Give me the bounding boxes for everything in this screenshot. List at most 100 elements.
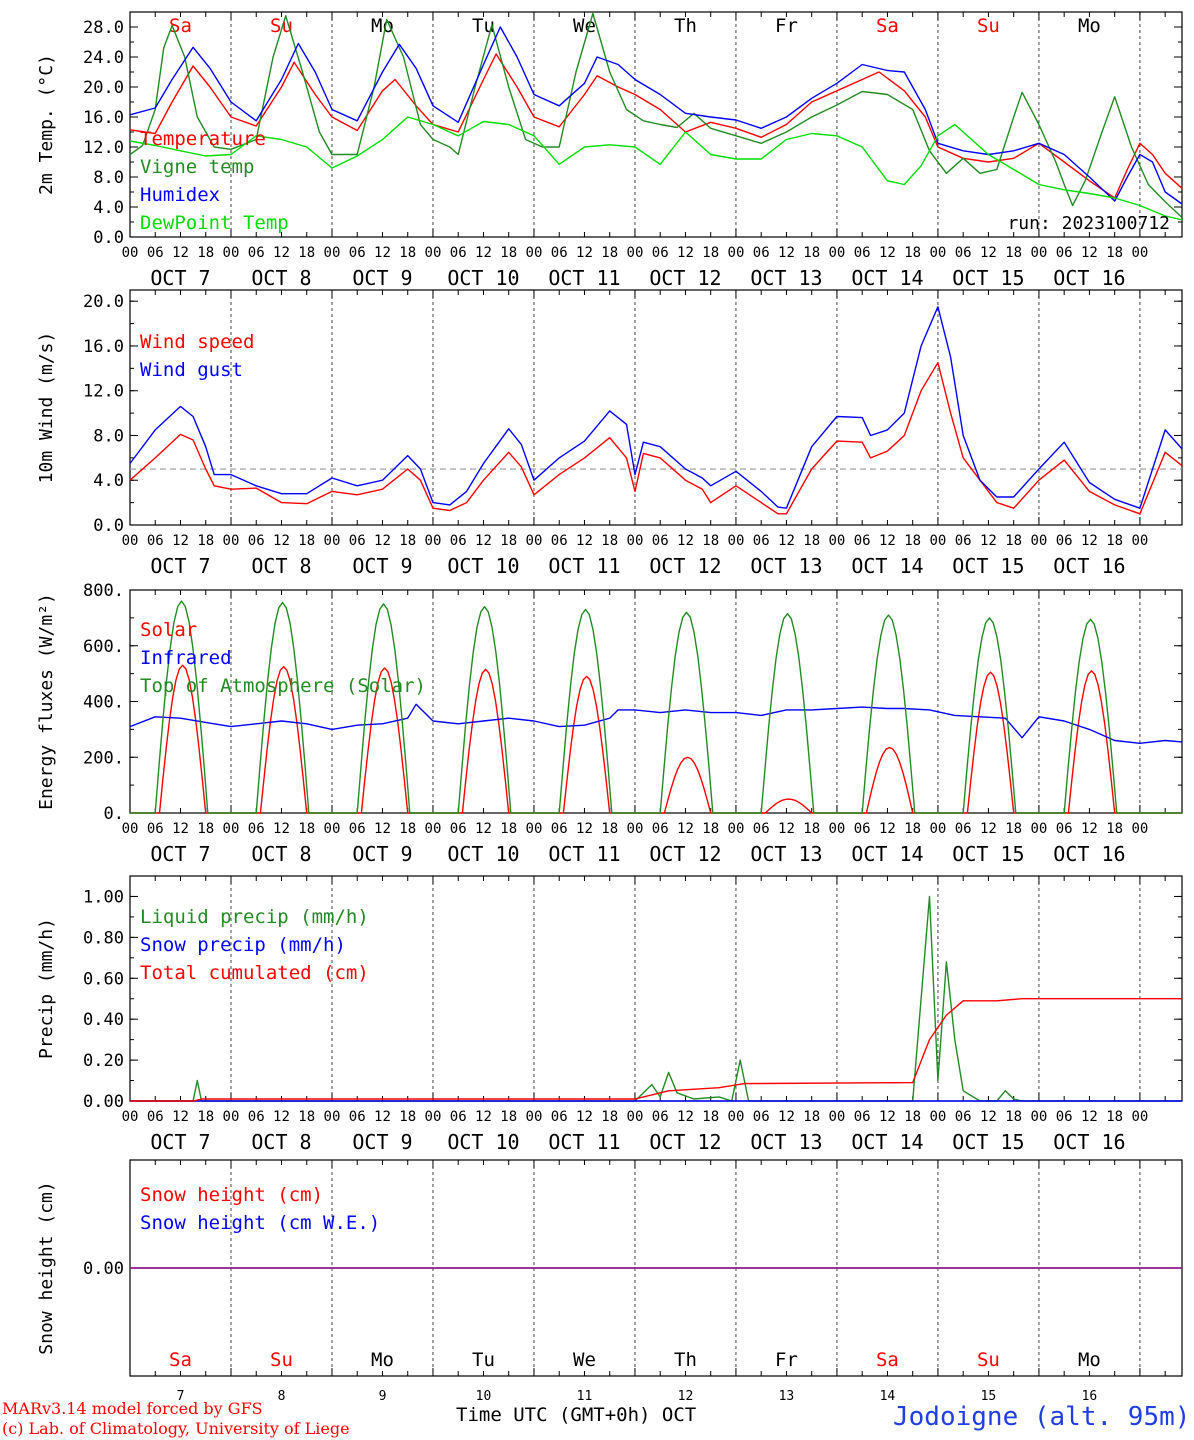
date-label: OCT 11 xyxy=(548,1130,620,1154)
hour-tick-label: 18 xyxy=(1005,821,1022,837)
date-label: OCT 8 xyxy=(251,1130,311,1154)
hour-tick-label: 18 xyxy=(1106,245,1123,261)
series-line-wind-speed xyxy=(129,362,1183,515)
hour-tick-label: 06 xyxy=(652,245,669,261)
date-label: OCT 9 xyxy=(352,842,412,866)
date-label: OCT 8 xyxy=(251,266,311,290)
series-line-humidex xyxy=(129,26,1183,205)
hour-tick-label: 18 xyxy=(803,821,820,837)
hour-tick-label: 00 xyxy=(728,245,745,261)
hour-tick-label: 18 xyxy=(500,1109,517,1125)
hour-tick-label: 18 xyxy=(1106,1109,1123,1125)
date-label: OCT 12 xyxy=(649,1130,721,1154)
hour-tick-label: 18 xyxy=(197,821,214,837)
hour-tick-label: 00 xyxy=(728,821,745,837)
y-tick-label: 0.40 xyxy=(83,1010,124,1030)
hour-tick-label: 18 xyxy=(904,533,921,549)
date-label: OCT 7 xyxy=(150,1130,210,1154)
date-label: OCT 10 xyxy=(447,266,519,290)
hour-tick-label: 18 xyxy=(702,1109,719,1125)
hour-tick-label: 18 xyxy=(601,821,618,837)
hour-tick-label: 00 xyxy=(1131,533,1148,549)
panel-snow: 0.00 Snow height (cm) Sa Su Mo Tu We Th Fr Sa Su Mo… xyxy=(36,1159,1183,1404)
date-label: OCT 8 xyxy=(251,842,311,866)
hour-tick-label: 12 xyxy=(778,245,795,261)
day-name-label: Fr xyxy=(775,15,798,37)
y-tick-label: 400. xyxy=(83,693,124,713)
run-label: run: 2023100712 xyxy=(1007,213,1170,234)
hour-tick-label: 12 xyxy=(879,821,896,837)
panel-precip: 0.00 0.20 0.40 0.60 0.80 1.00 Precip (mm/h) 00 0… xyxy=(36,875,1183,1154)
plot-frame xyxy=(129,589,1183,814)
day-number-label: 9 xyxy=(379,1389,387,1404)
legend-entry: Top of Atmosphere (Solar) xyxy=(140,675,426,697)
hour-tick-label: 18 xyxy=(1106,533,1123,549)
hour-tick-label: 18 xyxy=(500,533,517,549)
legend-entry: Infrared xyxy=(140,647,232,669)
day-number-label: 7 xyxy=(177,1389,185,1404)
legend-entry: Snow height (cm W.E.) xyxy=(140,1212,380,1234)
hour-tick-label: 00 xyxy=(930,821,947,837)
hour-tick-label: 18 xyxy=(399,245,416,261)
day-name-label: Mo xyxy=(371,15,394,37)
hour-tick-label: 12 xyxy=(273,533,290,549)
date-label: OCT 16 xyxy=(1053,842,1125,866)
hour-tick-label: 00 xyxy=(1030,821,1047,837)
date-label: OCT 16 xyxy=(1053,266,1125,290)
date-label: OCT 14 xyxy=(851,1130,923,1154)
date-label: OCT 7 xyxy=(150,842,210,866)
hour-tick-label: 06 xyxy=(248,1109,265,1125)
series-line-temperature xyxy=(129,53,1183,199)
hour-tick-label: 00 xyxy=(930,245,947,261)
date-label: OCT 14 xyxy=(851,842,923,866)
date-label: OCT 10 xyxy=(447,1130,519,1154)
hour-tick-label: 06 xyxy=(854,533,871,549)
hour-tick-label: 00 xyxy=(1030,245,1047,261)
y-axis-label: Snow height (cm) xyxy=(36,1181,57,1354)
day-name-label: We xyxy=(573,15,596,37)
hour-tick-label: 12 xyxy=(778,533,795,549)
date-label: OCT 7 xyxy=(150,266,210,290)
hour-tick-label: 00 xyxy=(829,245,846,261)
hour-tick-label: 18 xyxy=(399,1109,416,1125)
day-number-label: 16 xyxy=(1082,1389,1098,1404)
hour-tick-label: 06 xyxy=(753,533,770,549)
hour-tick-label: 18 xyxy=(601,533,618,549)
hour-tick-label: 12 xyxy=(475,821,492,837)
date-label: OCT 14 xyxy=(851,266,923,290)
hour-tick-label: 12 xyxy=(576,533,593,549)
hour-tick-label: 00 xyxy=(425,533,442,549)
hour-tick-label: 00 xyxy=(829,821,846,837)
hour-tick-label: 18 xyxy=(500,821,517,837)
legend-entry: Temperature xyxy=(140,128,266,150)
hour-tick-label: 00 xyxy=(122,533,139,549)
hour-tick-label: 00 xyxy=(1131,245,1148,261)
hour-tick-label: 18 xyxy=(702,821,719,837)
hour-tick-label: 12 xyxy=(374,1109,391,1125)
hour-tick-label: 18 xyxy=(904,245,921,261)
hour-tick-label: 12 xyxy=(374,821,391,837)
date-label: OCT 16 xyxy=(1053,554,1125,578)
date-label: OCT 10 xyxy=(447,842,519,866)
plot-frame xyxy=(129,11,1183,238)
hour-tick-label: 12 xyxy=(576,821,593,837)
hour-tick-label: 06 xyxy=(1056,245,1073,261)
y-tick-label: 0.00 xyxy=(83,1259,124,1279)
hour-tick-label: 12 xyxy=(677,533,694,549)
hour-tick-label: 18 xyxy=(298,245,315,261)
hour-tick-label: 06 xyxy=(349,533,366,549)
legend-entry: Humidex xyxy=(140,184,220,206)
x-axis-title: Time UTC (GMT+0h) OCT xyxy=(456,1404,697,1426)
hour-tick-label: 00 xyxy=(122,821,139,837)
day-name-label: Fr xyxy=(775,1349,798,1371)
date-label: OCT 13 xyxy=(750,554,822,578)
date-label: OCT 7 xyxy=(150,554,210,578)
hour-tick-label: 00 xyxy=(324,245,341,261)
hour-tick-label: 00 xyxy=(930,1109,947,1125)
y-tick-label: 16.0 xyxy=(83,337,124,357)
credit-note: (c) Lab. of Climatology, University of L… xyxy=(2,1419,350,1438)
model-note: MARv3.14 model forced by GFS xyxy=(2,1399,263,1418)
y-tick-label: 20.0 xyxy=(83,292,124,312)
hour-tick-label: 06 xyxy=(147,1109,164,1125)
